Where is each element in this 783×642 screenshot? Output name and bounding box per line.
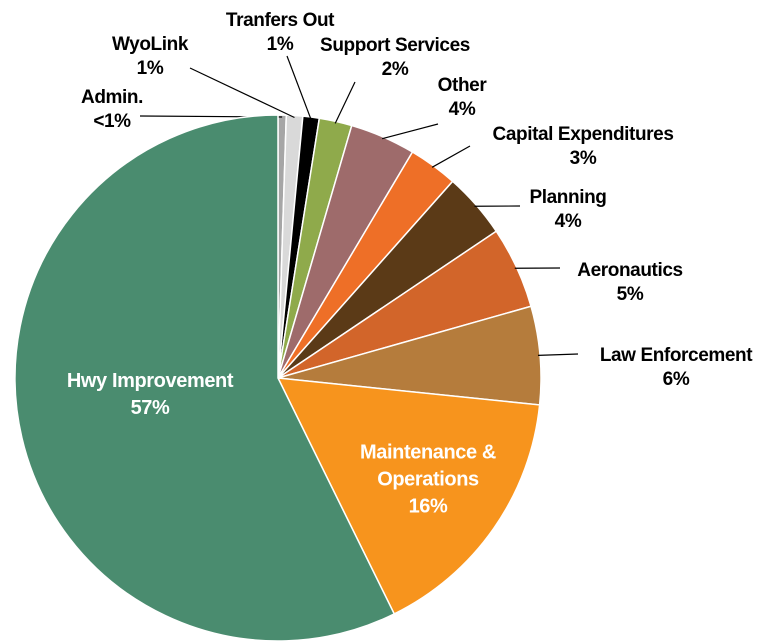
category-label: Support Services xyxy=(320,35,470,56)
slice-label: Maintenance & Operations 16% xyxy=(343,440,513,521)
value-label: 16% xyxy=(408,495,448,518)
pie-slice xyxy=(276,377,541,615)
category-label: Tranfers Out xyxy=(225,10,335,31)
slice-label: Tranfers Out 1% xyxy=(225,9,335,57)
category-label: Law Enforcement xyxy=(599,345,753,366)
slice-label: Law Enforcement 6% xyxy=(599,344,753,392)
leader-line xyxy=(431,145,471,168)
value-label: 6% xyxy=(662,369,690,390)
category-label: Other xyxy=(437,75,487,96)
category-label: Maintenance & Operations xyxy=(360,441,496,491)
leader-line xyxy=(189,67,295,119)
leader-line xyxy=(537,353,579,356)
value-label: 4% xyxy=(554,211,582,232)
leader-line xyxy=(286,55,312,120)
value-label: 5% xyxy=(616,284,644,305)
leader-line xyxy=(381,123,439,140)
category-label: Admin. xyxy=(81,87,143,108)
value-label: 4% xyxy=(448,99,476,120)
value-label: 3% xyxy=(569,148,597,169)
pie-slice xyxy=(14,114,396,642)
category-label: WyoLink xyxy=(111,34,189,55)
value-label: 1% xyxy=(266,34,294,55)
value-label: 1% xyxy=(136,58,164,79)
value-label: 2% xyxy=(381,59,409,80)
value-label: 57% xyxy=(130,397,170,419)
slice-label: Admin. <1% xyxy=(81,86,143,134)
slice-label: Hwy Improvement 57% xyxy=(66,368,234,422)
category-label: Planning xyxy=(529,187,607,208)
slice-label: Aeronautics 5% xyxy=(577,259,683,307)
slice-label: Other 4% xyxy=(438,74,487,122)
slice-label: Planning 4% xyxy=(529,186,606,234)
slice-label: Capital Expenditures 3% xyxy=(493,123,674,171)
slice-label: WyoLink 1% xyxy=(112,33,188,81)
category-label: Capital Expenditures xyxy=(492,124,674,145)
category-label: Hwy Improvement xyxy=(66,370,234,392)
leader-line xyxy=(334,81,356,124)
slice-label: Support Services 2% xyxy=(320,34,470,82)
category-label: Aeronautics xyxy=(577,260,683,281)
value-label: <1% xyxy=(93,111,131,132)
